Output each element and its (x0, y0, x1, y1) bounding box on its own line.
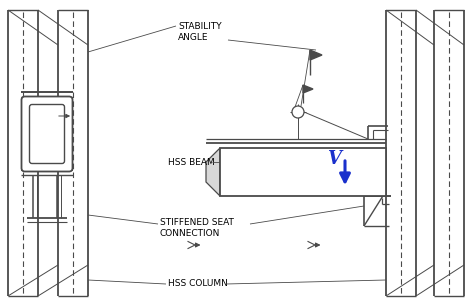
Polygon shape (310, 50, 322, 60)
Polygon shape (206, 148, 220, 196)
Text: STABILITY
ANGLE: STABILITY ANGLE (178, 22, 222, 42)
Polygon shape (303, 85, 313, 93)
Polygon shape (220, 148, 386, 196)
Circle shape (292, 106, 304, 118)
Text: V: V (327, 150, 341, 168)
Text: STIFFENED SEAT
CONNECTION: STIFFENED SEAT CONNECTION (160, 218, 234, 238)
FancyBboxPatch shape (21, 96, 73, 171)
Text: HSS BEAM: HSS BEAM (168, 158, 215, 166)
FancyBboxPatch shape (29, 105, 64, 163)
Text: HSS COLUMN: HSS COLUMN (168, 279, 228, 289)
